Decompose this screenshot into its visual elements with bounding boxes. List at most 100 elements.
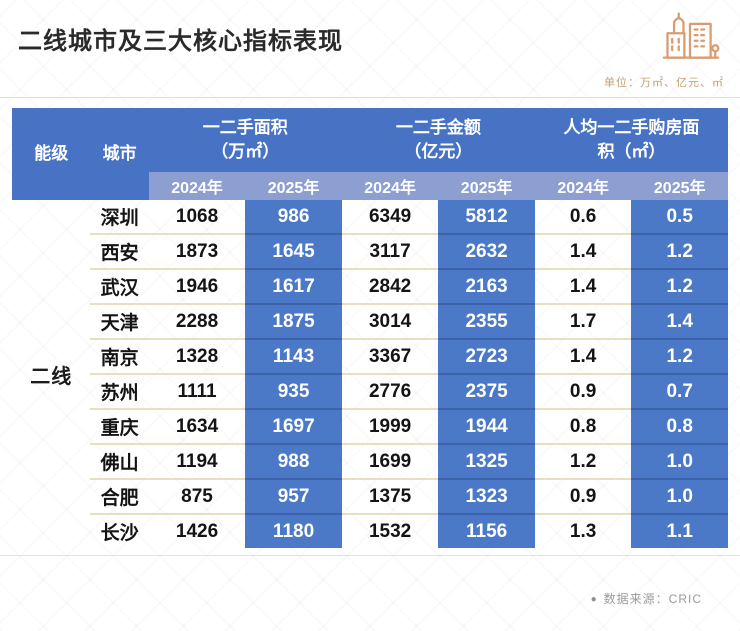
year-header: 2024年 bbox=[341, 172, 439, 200]
data-table: 能级 城市 一二手面积 （万㎡） 一二手金额 （亿元） 人均一二手购房面 积（㎡… bbox=[12, 108, 728, 548]
value-cell-2025: 1143 bbox=[245, 339, 342, 375]
value-cell-2025: 1944 bbox=[438, 409, 535, 445]
bullet-icon: ● bbox=[590, 594, 598, 605]
value-cell: 2842 bbox=[341, 269, 439, 305]
value-cell: 1946 bbox=[148, 269, 246, 305]
value-cell: 0.9 bbox=[534, 479, 632, 515]
value-cell: 6349 bbox=[341, 200, 439, 235]
value-cell-2025: 1.2 bbox=[631, 234, 728, 270]
buildings-icon bbox=[660, 10, 720, 64]
unit-note: 单位：万㎡、亿元、㎡ bbox=[604, 77, 724, 89]
value-cell: 1111 bbox=[148, 374, 246, 410]
col-group-area: 一二手面积 （万㎡） bbox=[148, 108, 342, 172]
value-cell: 0.6 bbox=[534, 200, 632, 235]
header-group-row: 能级 城市 一二手面积 （万㎡） 一二手金额 （亿元） 人均一二手购房面 积（㎡… bbox=[12, 108, 728, 200]
value-cell-2025: 935 bbox=[245, 374, 342, 410]
value-cell-2025: 1645 bbox=[245, 234, 342, 270]
table-row-shenzhen: 二线 深圳 1068 986 6349 5812 0.6 0.5 bbox=[12, 200, 728, 388]
value-cell: 0.9 bbox=[534, 374, 632, 410]
value-cell: 1.7 bbox=[534, 304, 632, 340]
col-group-amount-line2: （亿元） bbox=[404, 142, 473, 161]
value-cell: 1699 bbox=[341, 444, 439, 480]
value-cell: 1634 bbox=[148, 409, 246, 445]
value-cell-2025: 0.7 bbox=[631, 374, 728, 410]
col-group-percapita-line2: 积（㎡） bbox=[597, 142, 666, 161]
value-cell: 1426 bbox=[175, 520, 219, 542]
value-cell: 3367 bbox=[341, 339, 439, 375]
value-cell-2025: 2632 bbox=[438, 234, 535, 270]
value-cell-2025: 5812 bbox=[438, 200, 535, 235]
year-header: 2025年 bbox=[631, 172, 728, 200]
value-cell-2025: 1323 bbox=[438, 479, 535, 515]
col-group-amount-line1: 一二手金额 bbox=[395, 118, 481, 138]
value-cell-2025: 2723 bbox=[438, 339, 535, 375]
table-row-wuhan: 武汉 1946 1617 2842 2163 1.4 1.2 bbox=[12, 269, 728, 305]
city-cell: 佛山 bbox=[90, 444, 149, 480]
col-group-amount: 一二手金额 （亿元） bbox=[341, 108, 535, 172]
value-cell: 3014 bbox=[341, 304, 439, 340]
value-cell-2025: 2163 bbox=[438, 269, 535, 305]
city-cell: 武汉 bbox=[90, 269, 149, 305]
level-cell: 二线 bbox=[30, 365, 73, 388]
value-cell: 1.2 bbox=[534, 444, 632, 480]
value-cell: 875 bbox=[148, 479, 246, 515]
value-cell-2025: 1697 bbox=[245, 409, 342, 445]
table-row-xian: 西安 1873 1645 3117 2632 1.4 1.2 bbox=[12, 234, 728, 270]
value-cell-2025: 957 bbox=[245, 479, 342, 515]
value-cell-2025: 1180 bbox=[245, 514, 342, 548]
data-source-label: 数据来源：CRIC bbox=[603, 592, 702, 606]
value-cell-2025: 1156 bbox=[438, 514, 535, 548]
col-group-area-line1: 一二手面积 bbox=[202, 118, 288, 138]
value-cell: 0.8 bbox=[534, 409, 632, 445]
value-cell-2025: 1.0 bbox=[631, 479, 728, 515]
year-header: 2025年 bbox=[245, 172, 342, 200]
value-cell: 1999 bbox=[341, 409, 439, 445]
city-cell: 西安 bbox=[90, 234, 149, 270]
value-cell-2025: 1.0 bbox=[631, 444, 728, 480]
year-header: 2025年 bbox=[438, 172, 535, 200]
value-cell: 1.4 bbox=[534, 269, 632, 305]
city-cell: 重庆 bbox=[90, 409, 149, 445]
value-cell-2025: 1325 bbox=[438, 444, 535, 480]
table-row-tianjin: 天津 2288 1875 3014 2355 1.7 1.4 bbox=[12, 304, 728, 340]
header-year-row: 2024年 2025年 2024年 2025年 2024年 2025年 bbox=[12, 172, 728, 200]
bottom-divider bbox=[0, 555, 740, 556]
page-title: 二线城市及三大核心指标表现 bbox=[18, 28, 343, 55]
value-cell-2025: 0.5 bbox=[631, 200, 728, 235]
col-group-percapita-line1: 人均一二手购房面 bbox=[563, 118, 700, 138]
data-table-wrap: 能级 城市 一二手面积 （万㎡） 一二手金额 （亿元） 人均一二手购房面 积（㎡… bbox=[12, 108, 728, 548]
value-cell-2025: 1.1 bbox=[631, 514, 728, 548]
data-source: ● 数据来源：CRIC bbox=[0, 590, 740, 607]
value-cell: 2776 bbox=[341, 374, 439, 410]
col-group-area-line2: （万㎡） bbox=[211, 142, 280, 161]
value-cell-2025: 2355 bbox=[438, 304, 535, 340]
value-cell-2025: 986 bbox=[245, 200, 342, 235]
value-cell: 1532 bbox=[368, 520, 412, 542]
year-header: 2024年 bbox=[534, 172, 632, 200]
table-row-foshan: 佛山 1194 988 1699 1325 1.2 1.0 bbox=[12, 444, 728, 480]
value-cell: 1.4 bbox=[534, 339, 632, 375]
col-group-percapita: 人均一二手购房面 积（㎡） bbox=[534, 108, 728, 172]
table-row-nanjing: 南京 1328 1143 3367 2723 1.4 1.2 bbox=[12, 339, 728, 375]
value-cell-2025: 1875 bbox=[245, 304, 342, 340]
value-cell-2025: 1.4 bbox=[631, 304, 728, 340]
value-cell: 1.3 bbox=[569, 520, 597, 542]
city-cell: 南京 bbox=[90, 339, 149, 375]
year-header: 2024年 bbox=[148, 172, 246, 200]
table-row-hefei: 合肥 875 957 1375 1323 0.9 1.0 bbox=[12, 479, 728, 515]
value-cell: 1194 bbox=[148, 444, 246, 480]
value-cell: 1.4 bbox=[534, 234, 632, 270]
city-cell: 天津 bbox=[90, 304, 149, 340]
value-cell-2025: 0.8 bbox=[631, 409, 728, 445]
city-cell: 苏州 bbox=[90, 374, 149, 410]
col-header-level: 能级 bbox=[12, 108, 91, 200]
top-divider bbox=[0, 97, 740, 98]
value-cell: 1068 bbox=[148, 200, 246, 235]
value-cell: 2288 bbox=[148, 304, 246, 340]
value-cell-2025: 1.2 bbox=[631, 269, 728, 305]
value-cell: 3117 bbox=[341, 234, 439, 270]
city-cell: 深圳 bbox=[90, 200, 149, 235]
col-header-city: 城市 bbox=[90, 108, 149, 200]
value-cell: 1328 bbox=[148, 339, 246, 375]
